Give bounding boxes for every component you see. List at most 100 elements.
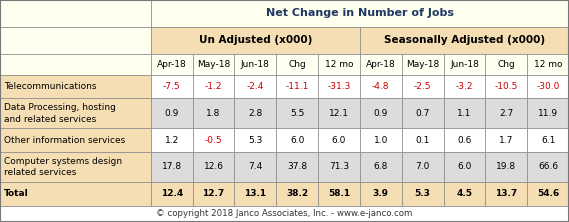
Bar [234,99,277,129]
Bar [277,75,318,99]
Text: Computer systems design
related services: Computer systems design related services [4,157,122,177]
Text: 0.9: 0.9 [164,109,179,118]
Text: -4.8: -4.8 [372,82,390,91]
Text: 12.1: 12.1 [329,109,349,118]
Text: Net Change in Number of Jobs: Net Change in Number of Jobs [266,8,454,18]
Bar [402,129,444,152]
Text: -10.5: -10.5 [494,82,518,91]
Bar [402,75,444,99]
Text: 5.5: 5.5 [290,109,304,118]
Text: Jun-18: Jun-18 [241,60,270,69]
Text: Un Adjusted (x000): Un Adjusted (x000) [199,35,312,45]
Bar [192,152,234,182]
Text: -30.0: -30.0 [537,82,560,91]
Text: 1.0: 1.0 [374,136,388,145]
Text: 1.8: 1.8 [207,109,221,118]
Text: 6.1: 6.1 [541,136,555,145]
Text: 17.8: 17.8 [162,163,182,171]
Bar [360,27,569,54]
Text: 12 mo: 12 mo [325,60,353,69]
Bar [0,99,151,129]
Bar [277,54,318,75]
Bar [527,54,569,75]
Bar [527,99,569,129]
Bar [192,99,234,129]
Text: 7.4: 7.4 [248,163,262,171]
Text: 7.0: 7.0 [415,163,430,171]
Bar [318,182,360,206]
Bar [234,182,277,206]
Text: 2.7: 2.7 [499,109,513,118]
Text: 3.9: 3.9 [373,189,389,198]
Bar [277,129,318,152]
Text: 1.7: 1.7 [499,136,513,145]
Text: -11.1: -11.1 [286,82,309,91]
Bar [318,129,360,152]
Text: -1.2: -1.2 [205,82,222,91]
Bar [234,152,277,182]
Bar [151,99,192,129]
Bar [151,0,569,27]
Bar [192,129,234,152]
Bar [444,75,485,99]
Text: Other information services: Other information services [4,136,125,145]
Bar [151,75,192,99]
Bar [527,152,569,182]
Bar [318,75,360,99]
Text: 12.4: 12.4 [160,189,183,198]
Text: Apr-18: Apr-18 [366,60,395,69]
Text: Telecommunications: Telecommunications [4,82,97,91]
Bar [360,99,402,129]
Text: Seasonally Adjusted (x000): Seasonally Adjusted (x000) [384,35,545,45]
Bar [277,182,318,206]
Text: 13.7: 13.7 [495,189,517,198]
Bar [360,54,402,75]
Text: -7.5: -7.5 [163,82,180,91]
Text: 12.7: 12.7 [203,189,225,198]
Bar [0,182,151,206]
Text: 2.8: 2.8 [248,109,262,118]
Bar [318,99,360,129]
Text: 13.1: 13.1 [244,189,266,198]
Text: 0.7: 0.7 [415,109,430,118]
Text: 1.2: 1.2 [164,136,179,145]
Bar [485,54,527,75]
Bar [151,152,192,182]
Text: -2.4: -2.4 [246,82,264,91]
Text: -2.5: -2.5 [414,82,431,91]
Bar [527,75,569,99]
Text: Apr-18: Apr-18 [157,60,187,69]
Text: 0.1: 0.1 [415,136,430,145]
Text: Chg: Chg [288,60,306,69]
Bar [444,152,485,182]
Bar [485,129,527,152]
Text: -3.2: -3.2 [456,82,473,91]
Text: 12 mo: 12 mo [534,60,562,69]
Text: Data Processing, hosting
and related services: Data Processing, hosting and related ser… [4,103,116,123]
Bar [360,75,402,99]
Bar [0,27,151,54]
Bar [444,129,485,152]
Bar [444,99,485,129]
Text: 0.6: 0.6 [457,136,472,145]
Bar [527,129,569,152]
Bar [151,182,192,206]
Text: 11.9: 11.9 [538,109,558,118]
Bar [527,182,569,206]
Text: Jun-18: Jun-18 [450,60,479,69]
Text: 6.0: 6.0 [290,136,304,145]
Text: 38.2: 38.2 [286,189,308,198]
Bar [192,182,234,206]
Bar [485,75,527,99]
Text: 6.0: 6.0 [332,136,346,145]
Text: 58.1: 58.1 [328,189,350,198]
Bar [151,54,192,75]
Bar [151,129,192,152]
Bar [234,129,277,152]
Bar [360,182,402,206]
Text: 19.8: 19.8 [496,163,516,171]
Text: 71.3: 71.3 [329,163,349,171]
Text: Chg: Chg [497,60,515,69]
Text: 1.1: 1.1 [457,109,472,118]
Text: -0.5: -0.5 [205,136,222,145]
